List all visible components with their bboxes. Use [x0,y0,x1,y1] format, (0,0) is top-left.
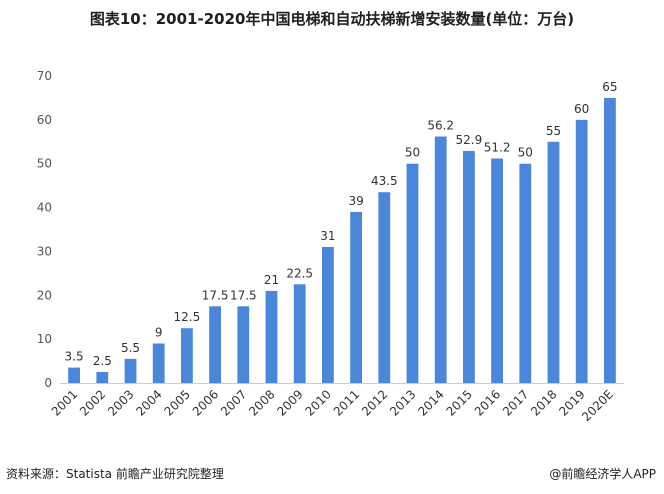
x-tick-label: 2012 [359,387,390,418]
x-tick-label: 2003 [105,387,136,418]
y-tick-label: 30 [37,244,52,258]
x-tick-label: 2009 [274,387,305,418]
bar [491,158,503,383]
bar [181,328,193,383]
y-tick-label: 70 [37,69,52,83]
bar [406,163,419,383]
y-tick-label: 20 [37,288,52,302]
bar [68,367,80,383]
data-label: 9 [155,326,163,340]
data-label: 2.5 [93,354,112,368]
chart-title: 图表10：2001-2020年中国电梯和自动扶梯新增安装数量(单位：万台) [89,10,575,28]
x-tick-label: 2016 [472,387,503,418]
data-label: 12.5 [174,310,201,324]
bar [265,290,278,383]
bar [434,136,447,383]
y-tick-label: 0 [44,376,52,390]
data-label: 17.5 [230,288,257,302]
data-label: 5.5 [121,341,140,355]
data-label: 21 [264,273,279,287]
data-label: 50 [405,146,420,160]
data-label: 3.5 [65,350,84,364]
x-tick-label: 2005 [162,387,193,418]
x-tick-label: 2001 [49,387,80,418]
x-tick-label: 2020E [579,387,616,424]
x-tick-label: 2018 [528,387,559,418]
bar [604,97,616,384]
x-tick-label: 2017 [500,387,531,418]
bar [322,247,334,383]
data-label: 52.9 [456,133,483,147]
bar [209,306,221,384]
data-label: 50 [518,146,533,160]
bar [378,192,391,383]
y-tick-label: 60 [37,113,52,127]
data-label: 39 [348,194,363,208]
bar [575,119,588,384]
x-tick-label: 2002 [77,387,108,418]
y-tick-label: 40 [37,201,52,215]
data-label: 51.2 [484,141,511,155]
data-label: 43.5 [371,174,398,188]
data-label: 56.2 [427,119,454,133]
bar [463,151,475,383]
x-axis: 2001200220032004200520062007200820092010… [49,387,616,424]
x-tick-label: 2004 [133,387,164,418]
x-tick-label: 2010 [303,387,334,418]
bar [237,306,250,384]
data-label: 55 [546,124,561,138]
data-label: 65 [602,80,617,94]
x-tick-label: 2007 [218,387,249,418]
x-tick-label: 2006 [190,387,221,418]
data-label: 31 [320,229,335,243]
data-label: 22.5 [286,266,313,280]
bar [293,284,306,383]
x-tick-label: 2008 [246,387,277,418]
bar [152,343,165,383]
bars [68,97,616,384]
x-tick-label: 2015 [444,387,475,418]
y-tick-label: 10 [37,332,52,346]
x-tick-label: 2011 [331,387,362,418]
bar [350,212,362,383]
y-tick-label: 50 [37,157,52,171]
brand-credit: @前瞻经济学人APP [549,467,656,481]
bar [96,372,109,383]
x-tick-label: 2014 [415,387,446,418]
y-axis: 0 10 20 30 40 50 60 70 [37,69,52,390]
data-label: 17.5 [202,288,229,302]
bar [519,163,532,383]
data-label: 60 [574,102,589,116]
source-note: 资料来源：Statista 前瞻产业研究院整理 [6,467,224,481]
bar [124,358,137,383]
x-tick-label: 2013 [387,387,418,418]
bar [547,141,560,383]
